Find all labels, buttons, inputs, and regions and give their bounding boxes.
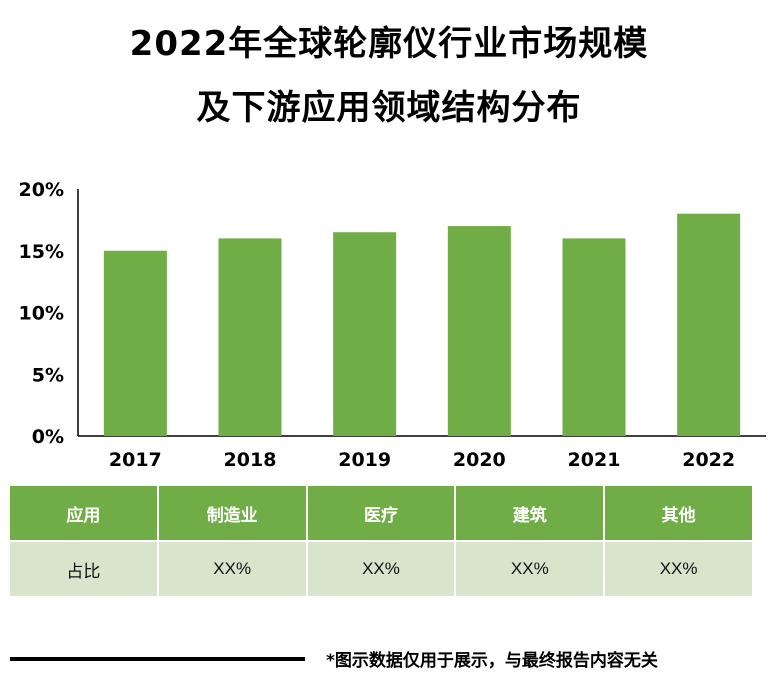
bar-2020: [447, 226, 511, 436]
application-table: 应用 制造业 医疗 建筑 其他 占比 XX% XX% XX% XX%: [10, 486, 752, 596]
bar-2021: [562, 238, 626, 436]
footer-divider: [10, 657, 305, 661]
footnote: *图示数据仅用于展示，与最终报告内容无关: [326, 651, 658, 671]
table-data-cell: XX%: [307, 542, 455, 596]
x-tick-label: 2022: [682, 449, 735, 471]
bar-2019: [333, 232, 397, 436]
x-tick-label: 2020: [453, 449, 506, 471]
bar-chart: 0% 5% 10% 15% 20% 2017 2018 2019 2020 2021 2022: [19, 179, 766, 471]
chart-title-line1: 2022年全球轮廓仪行业市场规模: [129, 24, 649, 64]
x-tick-label: 2017: [109, 449, 162, 471]
table-data-cell: XX%: [456, 542, 604, 596]
y-tick-label: 20%: [19, 179, 64, 201]
x-tick-label: 2021: [568, 449, 621, 471]
table-header-cell: 其他: [605, 486, 752, 540]
table-header-cell: 制造业: [158, 486, 306, 540]
chart-title-line2: 及下游应用领域结构分布: [196, 88, 582, 128]
table-header-cell: 应用: [10, 486, 157, 540]
y-tick-label: 5%: [32, 364, 64, 386]
bar-2018: [218, 238, 282, 436]
table-data-cell: 占比: [10, 542, 157, 596]
y-tick-label: 10%: [19, 303, 64, 325]
bar-2017: [103, 250, 167, 436]
x-tick-label: 2019: [338, 449, 391, 471]
table-data-cell: XX%: [605, 542, 752, 596]
x-tick-label: 2018: [224, 449, 277, 471]
table-header-cell: 医疗: [307, 486, 455, 540]
y-tick-label: 0%: [32, 426, 64, 448]
table-header-cell: 建筑: [456, 486, 604, 540]
y-tick-label: 15%: [19, 241, 64, 263]
table-data-cell: XX%: [158, 542, 306, 596]
bar-2022: [677, 213, 741, 436]
